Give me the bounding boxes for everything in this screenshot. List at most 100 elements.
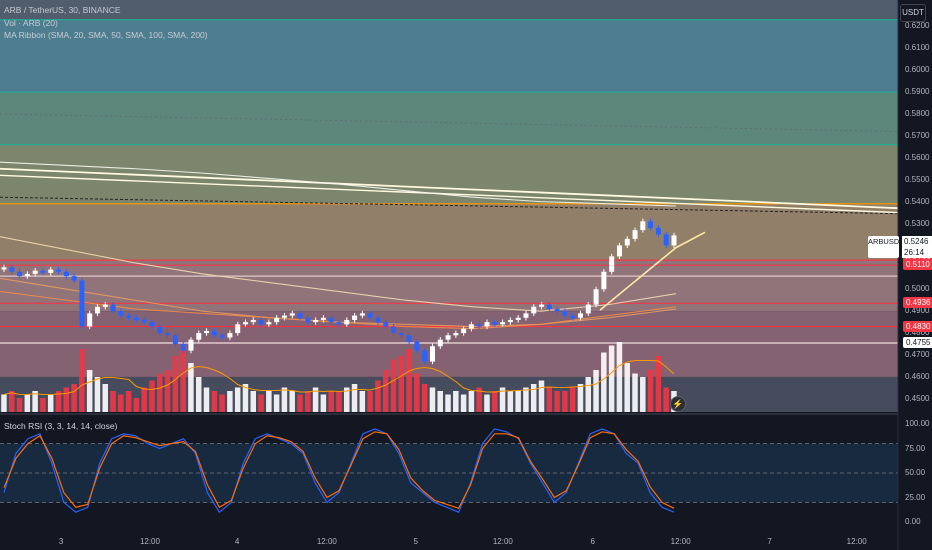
volume-bar — [118, 394, 124, 412]
candle-body — [437, 339, 443, 347]
candle-body — [539, 304, 545, 307]
candle-body — [313, 319, 319, 323]
ma-ribbon-legend[interactable]: MA Ribbon (SMA, 20, SMA, 50, SMA, 100, S… — [4, 30, 208, 40]
last-price: 0.5246 — [904, 237, 929, 246]
price-zone — [0, 19, 898, 93]
candle-body — [367, 313, 373, 318]
time-tick-label: 6 — [590, 537, 595, 546]
candle-body — [126, 315, 132, 318]
volume-bar — [172, 356, 179, 412]
candle-body — [609, 256, 615, 272]
time-tick-label: 12:00 — [316, 537, 337, 546]
candle-body — [422, 350, 428, 362]
volume-bar — [312, 387, 319, 412]
volume-bar — [110, 391, 116, 412]
volume-bar — [585, 377, 592, 412]
candle-body — [87, 313, 93, 327]
candle-body — [593, 289, 599, 305]
candle-body — [671, 235, 677, 246]
trend-lines — [0, 167, 899, 311]
candle-body — [110, 304, 116, 312]
candle-body — [297, 313, 303, 318]
candle-body — [24, 273, 30, 277]
candle-body — [383, 322, 389, 327]
candle-body — [149, 322, 155, 327]
candle-body — [468, 324, 474, 329]
volume-bar — [328, 391, 334, 412]
candle-body — [328, 317, 334, 323]
candle-body — [133, 317, 139, 320]
price-tick-label: 0.4800 — [905, 328, 930, 338]
volume-bar — [242, 384, 249, 412]
volume-bar — [546, 387, 553, 412]
candle-body — [281, 315, 287, 318]
candle-body — [546, 304, 552, 309]
ticker-symbol: ARBUSDT — [868, 237, 904, 246]
volume-bar — [133, 398, 140, 412]
lightning-icon[interactable]: ⚡ — [670, 396, 686, 412]
price-tick-label: 0.5800 — [905, 108, 930, 118]
volume-bar — [523, 387, 529, 412]
volume-bar — [499, 387, 506, 412]
rsi-d-line — [3, 431, 675, 510]
price-zone — [0, 0, 898, 20]
volume-bar — [79, 349, 85, 412]
candle-body — [616, 245, 622, 257]
candle-body — [102, 304, 108, 307]
price-tick-label: 0.6200 — [905, 21, 930, 31]
volume-bar — [492, 391, 498, 412]
volume-bar — [281, 387, 288, 412]
volume-bar — [336, 391, 342, 412]
volume-bar — [188, 363, 194, 412]
rsi-tick-label: 75.00 — [905, 443, 926, 453]
volume-bar — [195, 377, 202, 412]
volume-bar — [141, 387, 147, 412]
rising-trendline — [675, 231, 706, 249]
volume-bar — [305, 391, 311, 412]
volume-bar — [1, 394, 7, 412]
price-tick-label: 0.5500 — [905, 174, 930, 184]
candle-body — [79, 280, 85, 327]
candle-body — [211, 330, 217, 336]
volume-legend[interactable]: Vol · ARB (20) — [4, 18, 58, 28]
volume-bar — [367, 391, 373, 412]
candle-body — [570, 315, 576, 318]
volume-bar — [390, 359, 397, 412]
candle-body — [632, 230, 638, 239]
volume-bar — [343, 387, 350, 412]
falling-trendline — [0, 167, 899, 210]
volume-bar — [663, 387, 669, 412]
candle-body — [196, 333, 202, 340]
candle-body — [476, 324, 482, 327]
volume-bar — [515, 391, 521, 412]
price-tag: 0.4830 — [903, 320, 932, 332]
volume-bar — [125, 391, 132, 412]
volume-bar — [71, 384, 77, 412]
price-tick-label: 0.5300 — [905, 218, 930, 228]
volume-bar — [460, 394, 467, 412]
candle-body — [492, 322, 498, 325]
symbol-legend[interactable]: ARB / TetherUS, 30, BINANCE — [4, 5, 121, 15]
candle-body — [157, 326, 163, 334]
candle-body — [94, 306, 100, 314]
candle-body — [188, 339, 194, 351]
volume-bar — [562, 391, 568, 412]
candle-body — [585, 304, 591, 314]
rsi-tick-label: 100.00 — [905, 419, 930, 428]
candle-body — [40, 270, 46, 273]
candle-body — [165, 333, 171, 336]
candle-body — [56, 269, 62, 272]
price-tick-label: 0.4900 — [905, 306, 930, 316]
volume-bar — [351, 384, 358, 412]
volume-bar — [554, 391, 560, 412]
candle-body — [515, 317, 521, 320]
volume-bar — [16, 398, 23, 412]
price-tick-label: 0.6100 — [905, 43, 930, 53]
candle-body — [235, 324, 241, 334]
volume-bar — [398, 356, 405, 412]
currency-button[interactable]: USDT — [900, 4, 926, 22]
stoch-rsi-legend[interactable]: Stoch RSI (3, 3, 14, 14, close) — [4, 421, 118, 431]
candle-body — [180, 344, 186, 351]
candle-body — [266, 322, 272, 325]
